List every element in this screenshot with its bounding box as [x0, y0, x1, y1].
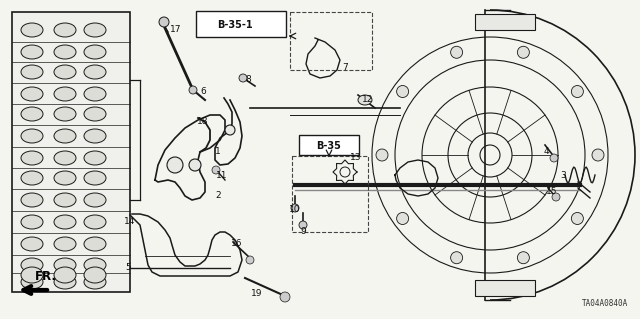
FancyBboxPatch shape [299, 135, 359, 155]
Ellipse shape [84, 237, 106, 251]
Circle shape [246, 256, 254, 264]
Ellipse shape [358, 95, 372, 105]
Ellipse shape [84, 171, 106, 185]
Circle shape [299, 221, 307, 229]
Circle shape [397, 85, 408, 98]
Ellipse shape [84, 275, 106, 289]
Circle shape [280, 292, 290, 302]
Ellipse shape [21, 107, 43, 121]
Ellipse shape [84, 258, 106, 272]
Ellipse shape [21, 151, 43, 165]
Ellipse shape [21, 129, 43, 143]
Ellipse shape [54, 193, 76, 207]
Text: 15: 15 [547, 188, 557, 197]
Ellipse shape [21, 45, 43, 59]
Circle shape [376, 149, 388, 161]
Ellipse shape [54, 275, 76, 289]
Text: 5: 5 [125, 263, 131, 272]
Ellipse shape [21, 258, 43, 272]
Text: 13: 13 [350, 153, 362, 162]
Text: 12: 12 [362, 95, 374, 105]
Bar [12, 12, 130, 292]
Ellipse shape [84, 129, 106, 143]
Text: 19: 19 [252, 288, 263, 298]
Ellipse shape [54, 258, 76, 272]
Ellipse shape [54, 151, 76, 165]
Ellipse shape [84, 87, 106, 101]
Ellipse shape [54, 237, 76, 251]
Text: 4: 4 [543, 147, 549, 157]
Ellipse shape [54, 45, 76, 59]
Circle shape [159, 17, 169, 27]
Ellipse shape [84, 23, 106, 37]
Ellipse shape [21, 275, 43, 289]
Ellipse shape [21, 87, 43, 101]
Circle shape [189, 86, 197, 94]
Circle shape [550, 154, 558, 162]
Ellipse shape [84, 65, 106, 79]
Ellipse shape [54, 129, 76, 143]
Text: 7: 7 [342, 63, 348, 72]
Ellipse shape [54, 87, 76, 101]
Circle shape [451, 46, 463, 58]
Text: B-35: B-35 [317, 141, 341, 151]
Text: 6: 6 [200, 87, 206, 97]
Ellipse shape [84, 193, 106, 207]
Circle shape [239, 74, 247, 82]
Circle shape [225, 125, 235, 135]
Text: 2: 2 [215, 190, 221, 199]
Text: TA04A0840A: TA04A0840A [582, 299, 628, 308]
Text: 18: 18 [197, 117, 209, 127]
Ellipse shape [54, 23, 76, 37]
Bar [290, 12, 372, 70]
Ellipse shape [21, 267, 43, 283]
Text: FR.: FR. [35, 270, 57, 283]
Text: 8: 8 [245, 76, 251, 85]
FancyBboxPatch shape [196, 11, 286, 37]
Ellipse shape [21, 193, 43, 207]
Ellipse shape [84, 45, 106, 59]
Circle shape [397, 212, 408, 225]
Bar [292, 156, 368, 232]
Circle shape [451, 252, 463, 264]
Circle shape [592, 149, 604, 161]
Ellipse shape [21, 23, 43, 37]
Ellipse shape [84, 151, 106, 165]
Ellipse shape [21, 65, 43, 79]
Text: 10: 10 [289, 205, 301, 214]
Ellipse shape [54, 267, 76, 283]
Ellipse shape [54, 215, 76, 229]
Text: 11: 11 [216, 170, 228, 180]
Circle shape [517, 46, 529, 58]
Text: 1: 1 [215, 147, 221, 157]
Ellipse shape [21, 215, 43, 229]
Circle shape [517, 252, 529, 264]
Circle shape [189, 159, 201, 171]
Ellipse shape [54, 171, 76, 185]
Circle shape [572, 85, 584, 98]
Ellipse shape [84, 215, 106, 229]
Ellipse shape [54, 65, 76, 79]
Text: B-35-1: B-35-1 [217, 20, 253, 30]
Text: 17: 17 [170, 26, 182, 34]
Text: 14: 14 [124, 218, 136, 226]
Ellipse shape [84, 107, 106, 121]
Circle shape [212, 166, 220, 174]
Text: 3: 3 [560, 172, 566, 181]
Bar [475, 280, 535, 296]
Text: 9: 9 [300, 227, 306, 236]
Circle shape [572, 212, 584, 225]
Circle shape [291, 204, 299, 212]
Ellipse shape [54, 107, 76, 121]
Ellipse shape [21, 237, 43, 251]
Circle shape [552, 193, 560, 201]
Ellipse shape [84, 267, 106, 283]
Text: 16: 16 [231, 240, 243, 249]
Circle shape [167, 157, 183, 173]
Bar [475, 14, 535, 30]
Ellipse shape [21, 171, 43, 185]
